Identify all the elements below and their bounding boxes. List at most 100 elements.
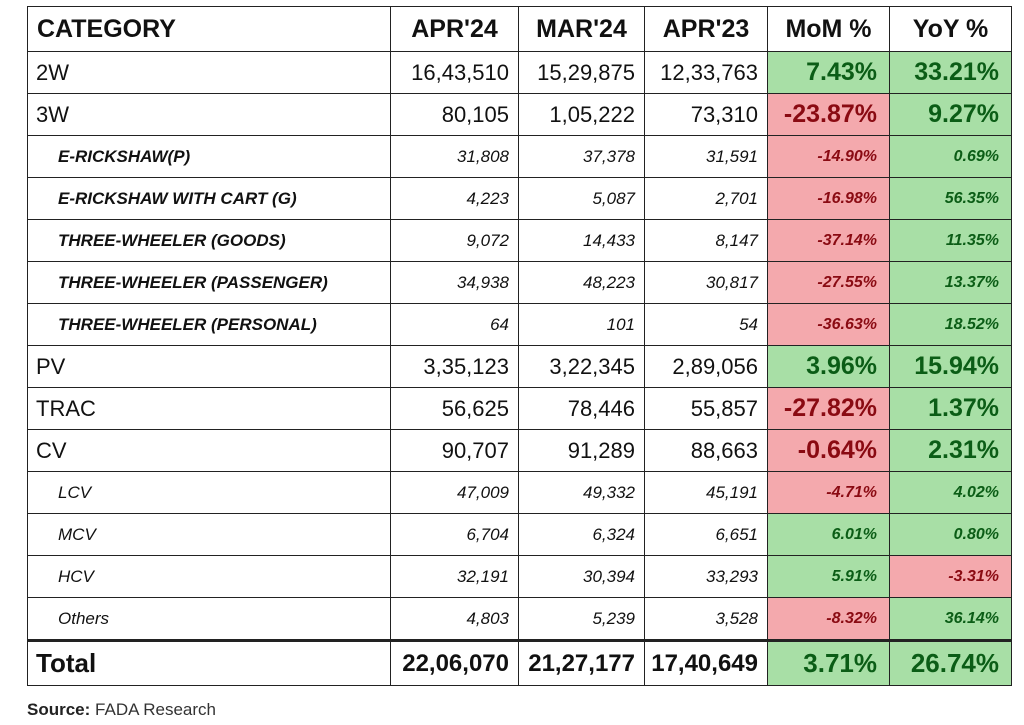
apr24-cell: 22,06,070 [390, 639, 519, 686]
mar24-cell: 37,378 [518, 135, 645, 178]
category-cell: TRAC [27, 387, 391, 430]
yoy-cell: 18.52% [889, 303, 1012, 346]
mom-cell: -16.98% [767, 177, 890, 220]
table-row: 3W 80,105 1,05,222 73,310 -23.87% 9.27% [27, 93, 1012, 136]
apr23-cell: 33,293 [644, 555, 768, 598]
apr24-cell: 16,43,510 [390, 51, 519, 94]
apr24-cell: 90,707 [390, 429, 519, 472]
apr23-cell: 3,528 [644, 597, 768, 641]
table-row: Others 4,803 5,239 3,528 -8.32% 36.14% [27, 597, 1012, 641]
mar24-cell: 6,324 [518, 513, 645, 556]
header-category: CATEGORY [27, 6, 391, 52]
mar24-cell: 1,05,222 [518, 93, 645, 136]
header-row: CATEGORY APR'24 MAR'24 APR'23 MoM % YoY … [27, 6, 1012, 52]
apr23-cell: 2,701 [644, 177, 768, 220]
apr24-cell: 56,625 [390, 387, 519, 430]
apr23-cell: 2,89,056 [644, 345, 768, 388]
mom-cell: 6.01% [767, 513, 890, 556]
yoy-cell: 11.35% [889, 219, 1012, 262]
apr24-cell: 6,704 [390, 513, 519, 556]
apr24-cell: 4,803 [390, 597, 519, 641]
yoy-cell: 2.31% [889, 429, 1012, 472]
source-org: FADA [95, 700, 139, 719]
category-cell: 3W [27, 93, 391, 136]
category-cell: THREE-WHEELER (PASSENGER) [27, 261, 391, 304]
category-cell: Others [27, 597, 391, 641]
table-row: LCV 47,009 49,332 45,191 -4.71% 4.02% [27, 471, 1012, 514]
mar24-cell: 3,22,345 [518, 345, 645, 388]
source-rest: Research [143, 700, 216, 719]
apr24-cell: 9,072 [390, 219, 519, 262]
table-row: E-RICKSHAW WITH CART (G) 4,223 5,087 2,701-… [27, 177, 1012, 220]
mar24-cell: 15,29,875 [518, 51, 645, 94]
category-cell: Total [27, 639, 391, 686]
mar24-cell: 30,394 [518, 555, 645, 598]
yoy-cell: 9.27% [889, 93, 1012, 136]
apr23-cell: 31,591 [644, 135, 768, 178]
yoy-cell: 33.21% [889, 51, 1012, 94]
mom-cell: 3.96% [767, 345, 890, 388]
category-cell: E-RICKSHAW(P) [27, 135, 391, 178]
mom-cell: -27.82% [767, 387, 890, 430]
mar24-cell: 48,223 [518, 261, 645, 304]
mar24-cell: 101 [518, 303, 645, 346]
mom-cell: -36.63% [767, 303, 890, 346]
table-row: THREE-WHEELER (PERSONAL) 64 101 54 -36.63% 18… [27, 303, 1012, 346]
mom-cell: 7.43% [767, 51, 890, 94]
mom-cell: 3.71% [767, 639, 890, 686]
apr23-cell: 55,857 [644, 387, 768, 430]
apr23-cell: 6,651 [644, 513, 768, 556]
mar24-cell: 78,446 [518, 387, 645, 430]
apr24-cell: 64 [390, 303, 519, 346]
mar24-cell: 5,087 [518, 177, 645, 220]
yoy-cell: 4.02% [889, 471, 1012, 514]
table-row: PV 3,35,123 3,22,345 2,89,056 3.96% 15.94% [27, 345, 1012, 388]
mom-cell: -4.71% [767, 471, 890, 514]
table-row: THREE-WHEELER (GOODS) 9,072 14,433 8,147 -37… [27, 219, 1012, 262]
yoy-cell: 26.74% [889, 639, 1012, 686]
mar24-cell: 49,332 [518, 471, 645, 514]
total-row: Total 22,06,070 21,27,177 17,40,649 3.71% 26.… [27, 639, 1012, 686]
mom-cell: -14.90% [767, 135, 890, 178]
table-body: 2W 16,43,510 15,29,875 12,33,763 7.43% 33.21%… [27, 51, 1012, 686]
table-row: CV 90,707 91,289 88,663 -0.64% 2.31% [27, 429, 1012, 472]
category-cell: LCV [27, 471, 391, 514]
mom-cell: -8.32% [767, 597, 890, 641]
category-cell: E-RICKSHAW WITH CART (G) [27, 177, 391, 220]
yoy-cell: 0.80% [889, 513, 1012, 556]
mom-cell: -27.55% [767, 261, 890, 304]
source-label: Source: [27, 700, 91, 719]
table-row: MCV 6,704 6,324 6,651 6.01% 0.80% [27, 513, 1012, 556]
mom-cell: -23.87% [767, 93, 890, 136]
category-cell: THREE-WHEELER (PERSONAL) [27, 303, 391, 346]
header-yoy: YoY % [889, 6, 1012, 52]
yoy-cell: 36.14% [889, 597, 1012, 641]
category-cell: THREE-WHEELER (GOODS) [27, 219, 391, 262]
table-row: TRAC 56,625 78,446 55,857 -27.82% 1.37% [27, 387, 1012, 430]
table-row: E-RICKSHAW(P) 31,808 37,378 31,591 -14.90% 0.… [27, 135, 1012, 178]
apr23-cell: 73,310 [644, 93, 768, 136]
apr23-cell: 54 [644, 303, 768, 346]
apr24-cell: 3,35,123 [390, 345, 519, 388]
apr23-cell: 30,817 [644, 261, 768, 304]
mom-cell: -0.64% [767, 429, 890, 472]
yoy-cell: -3.31% [889, 555, 1012, 598]
apr24-cell: 47,009 [390, 471, 519, 514]
apr24-cell: 32,191 [390, 555, 519, 598]
yoy-cell: 56.35% [889, 177, 1012, 220]
apr24-cell: 31,808 [390, 135, 519, 178]
apr23-cell: 45,191 [644, 471, 768, 514]
apr23-cell: 17,40,649 [644, 639, 768, 686]
mom-cell: -37.14% [767, 219, 890, 262]
table-row: 2W 16,43,510 15,29,875 12,33,763 7.43% 33.21% [27, 51, 1012, 94]
source-note: Source: FADA Research [27, 700, 216, 720]
apr23-cell: 8,147 [644, 219, 768, 262]
apr24-cell: 4,223 [390, 177, 519, 220]
apr23-cell: 12,33,763 [644, 51, 768, 94]
mar24-cell: 91,289 [518, 429, 645, 472]
category-cell: 2W [27, 51, 391, 94]
header-apr24: APR'24 [390, 6, 519, 52]
header-mar24: MAR'24 [518, 6, 645, 52]
apr23-cell: 88,663 [644, 429, 768, 472]
yoy-cell: 0.69% [889, 135, 1012, 178]
